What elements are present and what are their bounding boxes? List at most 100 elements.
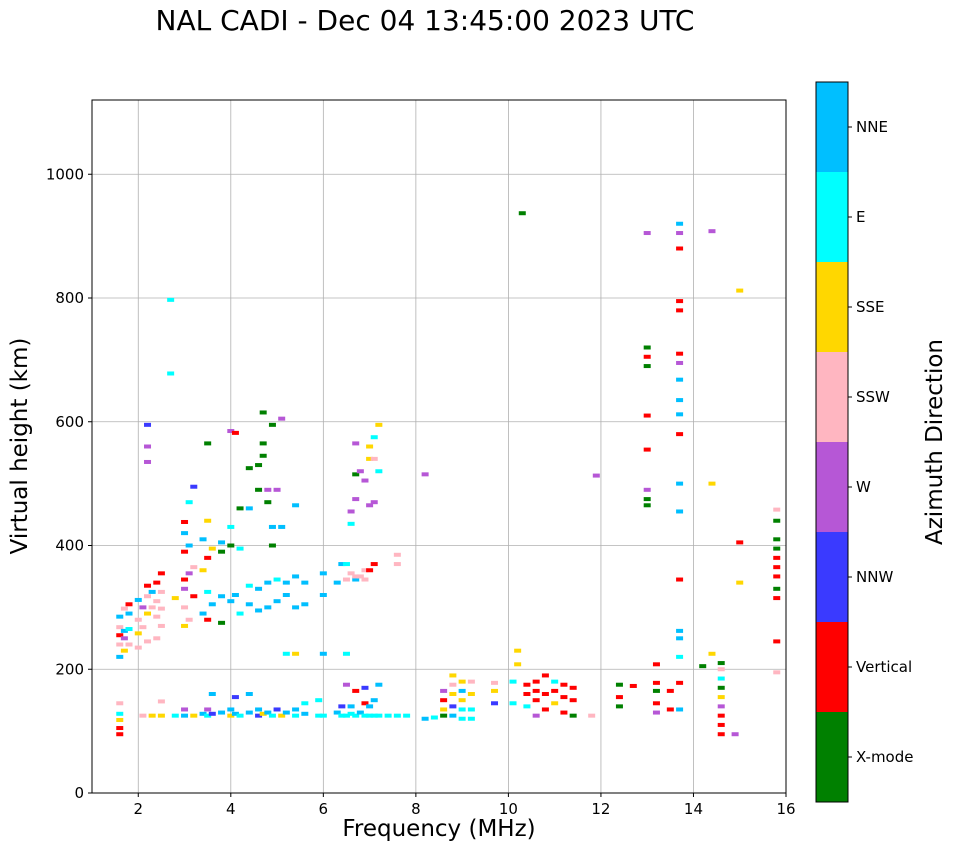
echo-point (676, 351, 684, 356)
echo-point (255, 586, 263, 591)
echo-point (347, 711, 355, 716)
colorbar-tick-label: W (856, 478, 871, 496)
echo-point (588, 713, 596, 718)
echo-point (236, 713, 244, 718)
echo-point (264, 500, 272, 505)
echo-point (144, 422, 152, 427)
echo-point (181, 623, 189, 628)
echo-point (227, 543, 235, 548)
echo-point (144, 444, 152, 449)
echo-point (278, 524, 286, 529)
echo-point (699, 664, 707, 669)
echo-point (264, 487, 272, 492)
echo-point (560, 710, 568, 715)
y-tick-label: 400 (55, 537, 84, 555)
echo-point (199, 537, 207, 542)
echo-point (708, 481, 716, 486)
echo-point (403, 713, 411, 718)
echo-point (717, 695, 725, 700)
x-axis-label: Frequency (MHz) (342, 816, 536, 842)
echo-point (352, 577, 360, 582)
echo-point (541, 707, 549, 712)
echo-point (218, 549, 226, 554)
echo-point (676, 412, 684, 417)
y-tick-label: 600 (55, 413, 84, 431)
echo-point (181, 605, 189, 610)
data-points (116, 211, 781, 737)
echo-point (116, 642, 124, 647)
echo-point (347, 571, 355, 576)
grid-lines (92, 100, 787, 794)
echo-point (449, 692, 457, 696)
echo-point (676, 432, 684, 437)
echo-point (676, 509, 684, 514)
colorbar-tick-label: NNW (856, 568, 893, 586)
echo-point (199, 568, 207, 573)
echo-point (773, 565, 781, 570)
echo-point (393, 713, 401, 718)
echo-point (227, 429, 235, 434)
colorbar-segment (816, 622, 848, 712)
echo-point (273, 487, 281, 492)
echo-point (491, 701, 499, 706)
echo-point (393, 562, 401, 567)
echo-point (773, 670, 781, 675)
echo-point (361, 713, 369, 718)
echo-point (773, 596, 781, 601)
echo-point (120, 648, 128, 653)
echo-point (509, 701, 517, 706)
echo-point (629, 683, 637, 688)
echo-point (370, 562, 378, 567)
echo-point (181, 531, 189, 536)
echo-point (523, 704, 531, 709)
echo-point (736, 540, 744, 545)
echo-point (245, 710, 253, 715)
echo-point (467, 692, 475, 696)
echo-point (652, 710, 660, 715)
echo-point (338, 562, 346, 567)
echo-point (356, 574, 364, 579)
x-tick-label: 4 (226, 800, 236, 818)
echo-point (643, 503, 651, 508)
echo-point (167, 371, 175, 376)
echo-point (319, 651, 327, 656)
echo-point (268, 422, 276, 427)
echo-point (181, 707, 189, 712)
x-tick-label: 12 (591, 800, 610, 818)
echo-point (370, 456, 378, 461)
x-tick-label: 6 (319, 800, 329, 818)
echo-point (652, 680, 660, 685)
echo-point (282, 593, 290, 597)
echo-point (449, 682, 457, 687)
echo-point (643, 447, 651, 452)
echo-point (157, 699, 165, 704)
echo-point (717, 685, 725, 690)
echo-point (144, 611, 152, 616)
echo-point (116, 726, 124, 731)
colorbar-tick-label: SSW (856, 388, 890, 406)
echo-point (676, 246, 684, 251)
echo-point (421, 472, 429, 477)
echo-point (342, 651, 350, 656)
echo-point (116, 711, 124, 716)
echo-point (273, 599, 281, 604)
echo-point (292, 651, 300, 656)
echo-point (532, 688, 540, 693)
echo-point (171, 713, 179, 718)
echo-point (264, 710, 272, 715)
echo-point (717, 667, 725, 672)
echo-point (236, 611, 244, 616)
y-axis-label: Virtual height (km) (7, 337, 33, 555)
echo-point (356, 469, 364, 474)
echo-point (375, 682, 383, 687)
echo-point (676, 398, 684, 403)
echo-point (157, 623, 165, 628)
echo-point (278, 416, 286, 421)
echo-point (319, 713, 327, 718)
echo-point (449, 713, 457, 718)
echo-point (144, 459, 152, 464)
echo-point (676, 308, 684, 313)
echo-point (676, 680, 684, 685)
echo-point (245, 506, 253, 511)
colorbar-tick-label: Vertical (856, 658, 912, 676)
